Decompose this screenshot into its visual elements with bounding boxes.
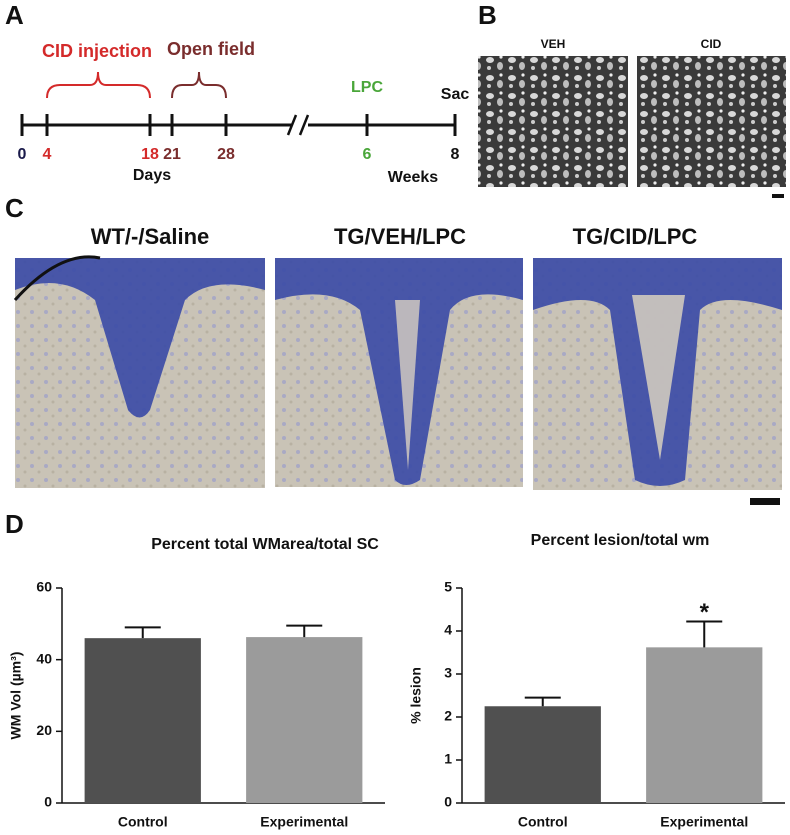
event-label: CID injection bbox=[42, 41, 152, 61]
error-bar bbox=[524, 696, 561, 707]
y-tick-label: 2 bbox=[444, 708, 452, 724]
scale-bar bbox=[750, 498, 780, 505]
chart-title: Percent lesion/total wm bbox=[531, 532, 710, 549]
panel-label: B bbox=[478, 0, 497, 30]
y-tick-label: 3 bbox=[444, 665, 452, 681]
chart-title: Percent total WMarea/total SC bbox=[151, 536, 379, 553]
micrograph bbox=[478, 56, 628, 187]
y-tick-label: 20 bbox=[36, 722, 52, 738]
panel-label: A bbox=[5, 0, 24, 30]
bar bbox=[484, 706, 601, 803]
y-axis-label: WM Vol (µm³) bbox=[8, 652, 24, 740]
y-tick-label: 4 bbox=[444, 622, 452, 638]
timeline-tick-label: 28 bbox=[217, 146, 235, 163]
x-tick-label: Control bbox=[118, 814, 168, 830]
image-label: CID bbox=[701, 37, 722, 51]
y-tick-label: 5 bbox=[444, 579, 452, 595]
image-label: VEH bbox=[541, 37, 566, 51]
panel-label: D bbox=[5, 509, 24, 539]
image-title: TG/CID/LPC bbox=[573, 224, 698, 249]
y-tick-label: 60 bbox=[36, 579, 52, 595]
timeline-tick-label: 0 bbox=[18, 146, 27, 163]
bar bbox=[646, 647, 763, 803]
event-label: Open field bbox=[167, 39, 255, 59]
y-tick-label: 1 bbox=[444, 751, 452, 767]
y-axis-label: % lesion bbox=[408, 667, 424, 724]
x-tick-label: Experimental bbox=[260, 814, 348, 830]
y-tick-label: 0 bbox=[444, 794, 452, 810]
timeline-tick-label: 8 bbox=[451, 146, 460, 163]
y-tick-label: 0 bbox=[44, 794, 52, 810]
timeline bbox=[22, 71, 455, 136]
x-tick-label: Control bbox=[518, 814, 568, 830]
timeline-tick-label: 21 bbox=[163, 146, 181, 163]
event-label: Sac bbox=[441, 86, 470, 103]
unit-label: Weeks bbox=[388, 169, 439, 186]
x-tick-label: Experimental bbox=[660, 814, 748, 830]
image-title: WT/-/Saline bbox=[91, 224, 210, 249]
event-label: LPC bbox=[351, 79, 383, 96]
error-bar bbox=[686, 620, 723, 648]
brace bbox=[171, 71, 227, 99]
bar bbox=[84, 638, 201, 803]
lesion bbox=[632, 295, 685, 460]
annotation: * bbox=[700, 599, 710, 626]
timeline-tick-label: 18 bbox=[141, 146, 159, 163]
stain bbox=[275, 258, 523, 485]
error-bar bbox=[124, 626, 161, 639]
bar bbox=[246, 637, 363, 803]
micrograph bbox=[637, 56, 786, 187]
brace bbox=[46, 71, 151, 99]
image-title: TG/VEH/LPC bbox=[334, 224, 466, 249]
lesion bbox=[395, 300, 420, 470]
error-bar bbox=[286, 624, 323, 638]
stain bbox=[13, 255, 101, 302]
axis-break bbox=[286, 114, 298, 136]
timeline-tick-label: 6 bbox=[363, 146, 372, 163]
histology-images bbox=[13, 255, 782, 490]
unit-label: Days bbox=[133, 167, 171, 184]
timeline-tick-label: 4 bbox=[43, 146, 52, 163]
scale-bar bbox=[772, 194, 784, 198]
axis-break bbox=[298, 114, 310, 136]
stain bbox=[15, 258, 265, 418]
y-tick-label: 40 bbox=[36, 650, 52, 666]
panel-label: C bbox=[5, 193, 24, 223]
